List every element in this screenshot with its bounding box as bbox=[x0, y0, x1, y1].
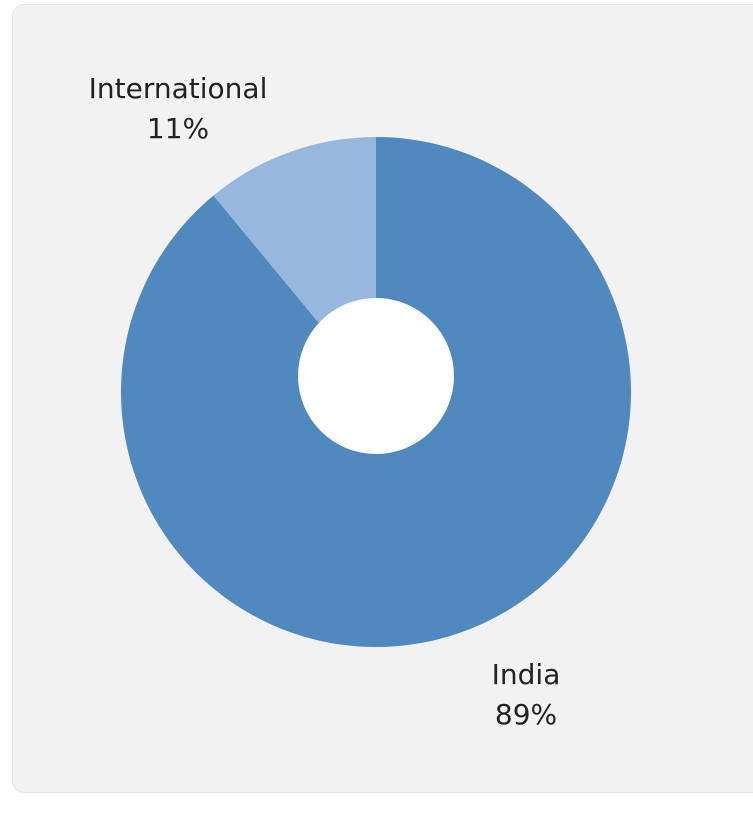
label-international-value: 11% bbox=[147, 112, 209, 145]
label-india-name: India bbox=[492, 658, 561, 691]
label-india-value: 89% bbox=[495, 698, 557, 731]
label-international-name: International bbox=[89, 72, 268, 105]
donut-hole bbox=[298, 298, 454, 454]
